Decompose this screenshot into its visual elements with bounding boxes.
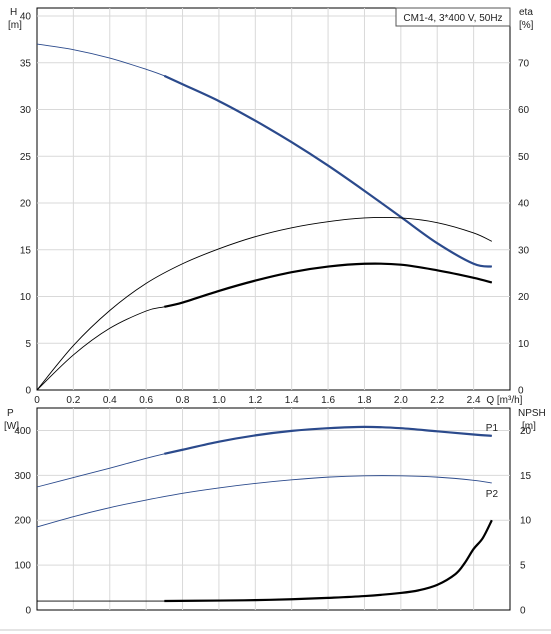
top-left-tick-label: 0 — [25, 386, 31, 397]
bottom-left-tick-label: 100 — [14, 561, 31, 572]
bottom-right-tick-label: 0 — [520, 606, 526, 617]
top-right-tick-label: 20 — [518, 292, 530, 303]
top-series-1-line — [36, 216, 493, 391]
top-left-tick-label: 20 — [20, 199, 32, 210]
bottom-series-2-operating-range — [164, 519, 493, 603]
top-series-2-operating-range — [164, 262, 493, 308]
x-tick-label: 1.4 — [285, 395, 299, 406]
bottom-left-tick-label: 200 — [14, 516, 31, 527]
x-tick-label: 0.4 — [103, 395, 117, 406]
series-label-p1: P1 — [486, 423, 499, 434]
x-tick-label: 1.6 — [321, 395, 335, 406]
bottom-series-1-line — [36, 475, 492, 528]
bottom-right-tick-label: 5 — [520, 561, 526, 572]
x-axis-label: Q [m³/h] — [486, 395, 522, 406]
bottom-right-tick-label: 10 — [520, 516, 532, 527]
bottom-right-axis-unit: [m] — [522, 421, 536, 432]
x-tick-label: 0.2 — [66, 395, 80, 406]
top-left-tick-label: 10 — [20, 292, 32, 303]
top-right-tick-label: 40 — [518, 199, 530, 210]
series-label-p2: P2 — [486, 489, 499, 500]
bottom-left-axis-unit: [W] — [4, 421, 19, 432]
x-tick-label: 2.0 — [394, 395, 408, 406]
top-right-axis-label: eta — [519, 7, 533, 18]
top-left-axis-unit: [m] — [8, 20, 22, 31]
bottom-left-tick-label: 0 — [25, 606, 31, 617]
bottom-plot-frame — [36, 407, 511, 611]
x-tick-label: 0.8 — [176, 395, 190, 406]
bottom-right-tick-label: 20 — [520, 426, 532, 437]
title-box-text: CM1-4, 3*400 V, 50Hz — [403, 13, 502, 24]
top-left-tick-label: 15 — [20, 245, 32, 256]
bottom-left-tick-label: 400 — [14, 426, 31, 437]
x-tick-label: 1.8 — [358, 395, 372, 406]
x-tick-label: 0 — [34, 395, 40, 406]
x-tick-label: 0.6 — [139, 395, 153, 406]
x-tick-label: 1.0 — [212, 395, 226, 406]
top-left-tick-label: 40 — [20, 12, 32, 23]
bottom-right-axis-label: NPSH — [518, 408, 546, 419]
top-right-tick-label: 30 — [518, 245, 530, 256]
bottom-right-tick-label: 15 — [520, 471, 532, 482]
top-right-axis-unit: [%] — [519, 20, 534, 31]
top-left-axis-label: H — [10, 7, 17, 18]
top-left-tick-label: 35 — [20, 58, 32, 69]
top-right-tick-label: 60 — [518, 105, 530, 116]
x-tick-label: 2.4 — [467, 395, 481, 406]
bottom-left-tick-label: 300 — [14, 471, 31, 482]
top-left-tick-label: 5 — [25, 339, 31, 350]
x-tick-label: 1.2 — [248, 395, 262, 406]
bottom-series-0-operating-range — [164, 425, 492, 455]
title-box — [395, 7, 511, 27]
top-right-tick-label: 70 — [518, 58, 530, 69]
top-right-tick-label: 10 — [518, 339, 530, 350]
top-left-tick-label: 30 — [20, 105, 32, 116]
x-tick-label: 2.2 — [430, 395, 444, 406]
bottom-left-axis-label: P — [7, 408, 14, 419]
top-right-tick-label: 50 — [518, 152, 530, 163]
top-right-tick-label: 0 — [518, 386, 524, 397]
top-plot-frame — [36, 7, 511, 391]
top-left-tick-label: 25 — [20, 152, 32, 163]
top-series-0-operating-range — [163, 74, 492, 268]
